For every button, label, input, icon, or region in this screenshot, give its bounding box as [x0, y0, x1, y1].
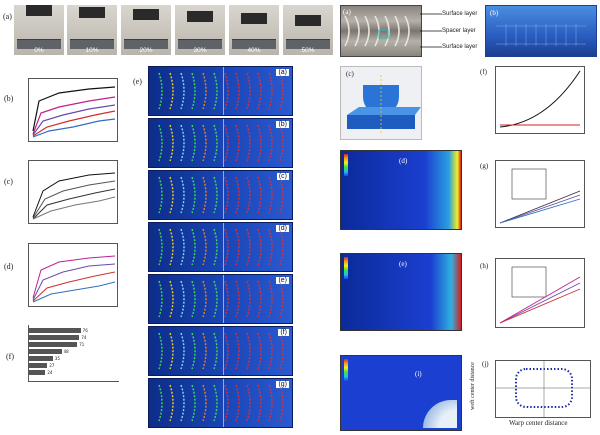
fem-deformation-panel: (d) — [148, 222, 293, 272]
panel-c-label: (c) — [4, 177, 13, 186]
panel-e-label: (e) — [133, 77, 142, 86]
panel-a-label: (a) — [3, 12, 12, 21]
layer-arrows — [420, 13, 442, 48]
photo-label: 20% — [139, 47, 153, 54]
compression-photo: 50% — [283, 5, 333, 55]
mesh-quadrant — [423, 400, 457, 428]
panel-f-label: (f) — [6, 352, 14, 361]
compression-photo: 40% — [229, 5, 279, 55]
photo-label: 0% — [34, 47, 44, 54]
mesh-contour-i: (i) — [340, 355, 462, 431]
bar — [29, 370, 46, 375]
load-plot-h — [495, 258, 585, 328]
energy-plot-f — [495, 66, 585, 134]
spacer-yarn-pattern — [344, 15, 410, 47]
load-displacement-plot-d — [28, 243, 118, 307]
panel-b-label: (b) — [4, 94, 14, 103]
center-distance-plot-j — [495, 360, 591, 418]
bar-value: 27 — [49, 363, 55, 368]
plot-h-curves — [499, 266, 581, 324]
layer-label-spacer: Spacer layer — [442, 28, 476, 34]
indenter-shape — [347, 75, 421, 133]
bar — [29, 342, 78, 347]
layer-label-surface-bottom: Surface layer — [442, 44, 478, 50]
fem-deformation-panel: (g) — [148, 378, 293, 428]
panel-tag: (d) — [399, 157, 408, 165]
model-grid — [496, 24, 586, 46]
plot-g-curves — [499, 168, 581, 224]
fem-deformation-panel: (c) — [148, 170, 293, 220]
panel-tag: (i) — [415, 370, 422, 378]
fem-deformation-panel: (e) — [148, 274, 293, 324]
plot-d-curves — [32, 255, 116, 303]
layer-label-surface-top: Surface layer — [442, 11, 478, 17]
panel-tag: (h) — [480, 262, 489, 270]
plot-j-xlabel: Warp center distance — [509, 419, 568, 427]
contour-legend — [344, 257, 376, 279]
bar — [29, 335, 80, 340]
panel-tag: (a) — [343, 8, 351, 16]
contour-legend — [344, 154, 376, 176]
panel-tag: (e) — [399, 260, 407, 268]
plot-j-ylabel: weft center distance — [470, 362, 476, 410]
fem-deformation-panel: (f) — [148, 326, 293, 376]
photo-label: 10% — [85, 47, 99, 54]
photo-label: 40% — [247, 47, 261, 54]
compression-photo: 30% — [175, 5, 225, 55]
indenter-model-image: (c) — [340, 66, 422, 140]
bar-value: 76 — [82, 328, 88, 333]
stress-contour-e: (e) — [340, 253, 462, 331]
compression-photo: 0% — [14, 5, 64, 55]
panel-d-label: (d) — [4, 262, 14, 271]
spacer-fabric-3d-model: (b) — [485, 5, 597, 57]
fem-panel-tag: (g) — [276, 381, 289, 388]
fem-panel-tag: (d) — [276, 225, 289, 232]
plot-b-curves — [32, 86, 116, 138]
fem-panel-tag: (b) — [276, 121, 289, 128]
fem-panel-tag: (f) — [278, 329, 289, 336]
plot-j-markers — [496, 361, 590, 417]
bar-value: 74 — [81, 335, 87, 340]
fem-panel-tag: (a) — [276, 69, 289, 76]
bar — [29, 349, 62, 354]
fabric-cross-section-image: (a) — [340, 5, 422, 57]
panel-tag: (f) — [480, 68, 487, 76]
bar-value: 71 — [79, 342, 85, 347]
photo-label: 50% — [301, 47, 315, 54]
bar-value: 35 — [54, 356, 60, 361]
bar-value: 48 — [63, 349, 69, 354]
bar-value: 24 — [47, 370, 53, 375]
load-plot-g — [495, 160, 585, 228]
fem-deformation-panel: (a) — [148, 66, 293, 116]
compression-photo: 20% — [121, 5, 171, 55]
fem-deformation-panel: (b) — [148, 118, 293, 168]
stress-contour-d: (d) — [340, 150, 462, 230]
panel-tag: (g) — [480, 162, 489, 170]
bar — [29, 363, 48, 368]
bar — [29, 356, 53, 361]
plot-c-curves — [32, 172, 116, 220]
load-displacement-plot-b — [28, 78, 118, 142]
panel-tag: (c) — [346, 70, 354, 78]
panel-tag: (j) — [482, 360, 489, 368]
bar-chart-f: 76 74 71 48 35 27 24 — [28, 325, 119, 382]
photo-label: 30% — [193, 47, 207, 54]
compression-photo: 10% — [67, 5, 117, 55]
load-displacement-plot-c — [28, 160, 118, 224]
energy-curves — [499, 70, 581, 128]
fem-panel-tag: (e) — [276, 277, 289, 284]
fem-panel-tag: (c) — [276, 173, 289, 180]
panel-tag: (b) — [490, 9, 499, 17]
bar — [29, 328, 81, 333]
contour-legend — [344, 359, 376, 381]
